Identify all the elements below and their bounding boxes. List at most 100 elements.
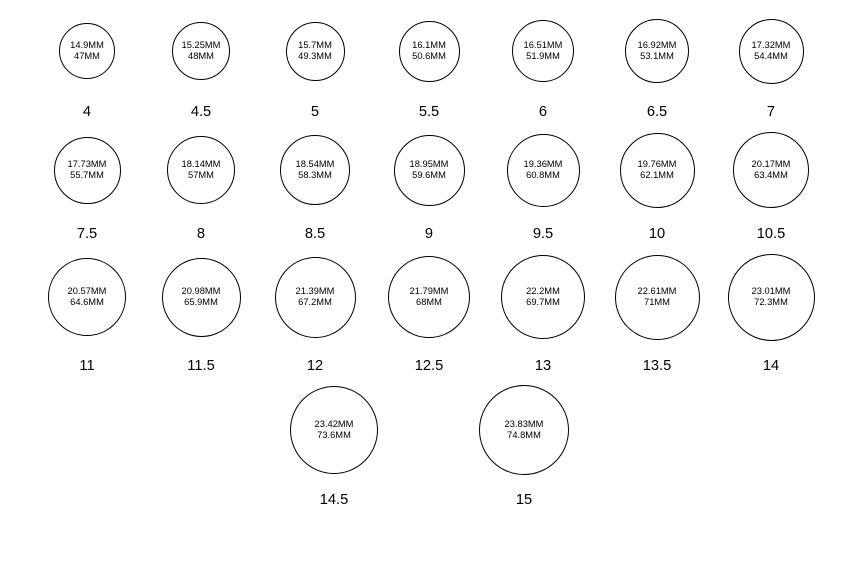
circle-area: 22.2MM69.7MM — [501, 252, 585, 342]
size-label: 7.5 — [77, 226, 97, 242]
circle-area: 23.83MM74.8MM — [479, 384, 569, 476]
ring-circle: 21.79MM68MM — [388, 256, 470, 338]
diameter-label: 16.51MM — [524, 40, 563, 51]
size-label: 10.5 — [757, 226, 786, 242]
size-label: 9.5 — [533, 226, 553, 242]
diameter-label: 21.79MM — [410, 286, 449, 297]
circle-area: 23.42MM73.6MM — [290, 384, 378, 476]
size-label: 9 — [425, 226, 433, 242]
circumference-label: 62.1MM — [640, 170, 674, 181]
diameter-label: 23.01MM — [752, 286, 791, 297]
circumference-label: 59.6MM — [412, 170, 446, 181]
diameter-label: 22.2MM — [526, 286, 560, 297]
size-label: 5 — [311, 104, 319, 120]
ring-circle: 16.51MM51.9MM — [512, 20, 574, 82]
ring-circle: 23.42MM73.6MM — [290, 386, 378, 474]
ring-size-chart: 14.9MM47MM 4 15.25MM48MM 4.5 15.7MM49.3MM 5 16… — [0, 0, 858, 508]
diameter-label: 17.73MM — [68, 159, 107, 170]
chart-row: 20.57MM64.6MM1120.98MM65.9MM11.521.39MM6… — [0, 252, 858, 374]
diameter-label: 15.25MM — [182, 40, 221, 51]
size-cell: 17.73MM55.7MM 7.5 — [30, 130, 144, 242]
ring-circle: 19.36MM60.8MM — [507, 134, 580, 207]
size-cell: 23.01MM72.3MM 14 — [714, 252, 828, 374]
circumference-label: 73.6MM — [317, 430, 351, 441]
circumference-label: 67.2MM — [298, 297, 332, 308]
ring-circle: 14.9MM47MM — [59, 23, 115, 79]
circumference-label: 55.7MM — [70, 170, 104, 181]
circumference-label: 58.3MM — [298, 170, 332, 181]
size-cell: 21.39MM67.2MM 12 — [258, 252, 372, 374]
size-cell: 14.9MM47MM 4 — [30, 14, 144, 120]
circle-area: 20.17MM63.4MM — [733, 130, 809, 210]
circumference-label: 53.1MM — [640, 51, 674, 62]
ring-circle: 15.7MM49.3MM — [286, 22, 345, 81]
circumference-label: 64.6MM — [70, 297, 104, 308]
circumference-label: 74.8MM — [507, 430, 541, 441]
circle-area: 18.14MM57MM — [167, 130, 235, 210]
circumference-label: 63.4MM — [754, 170, 788, 181]
circle-area: 16.92MM53.1MM — [625, 14, 689, 88]
ring-circle: 21.39MM67.2MM — [275, 257, 356, 338]
size-cell: 23.83MM74.8MM 15 — [429, 384, 619, 508]
ring-circle: 22.61MM71MM — [615, 255, 700, 340]
circle-area: 15.25MM48MM — [172, 14, 230, 88]
size-label: 8 — [197, 226, 205, 242]
diameter-label: 20.57MM — [68, 286, 107, 297]
diameter-label: 23.42MM — [315, 419, 354, 430]
circle-area: 14.9MM47MM — [59, 14, 115, 88]
circle-area: 20.98MM65.9MM — [162, 252, 241, 342]
size-label: 15 — [516, 492, 532, 508]
size-cell: 15.7MM49.3MM 5 — [258, 14, 372, 120]
circumference-label: 72.3MM — [754, 297, 788, 308]
diameter-label: 20.98MM — [182, 286, 221, 297]
size-label: 8.5 — [305, 226, 325, 242]
size-label: 5.5 — [419, 104, 439, 120]
ring-circle: 18.54MM58.3MM — [280, 135, 350, 205]
size-cell: 18.54MM58.3MM 8.5 — [258, 130, 372, 242]
size-cell: 19.76MM62.1MM 10 — [600, 130, 714, 242]
circumference-label: 68MM — [416, 297, 442, 308]
circumference-label: 48MM — [188, 51, 214, 62]
ring-circle: 16.1MM50.6MM — [399, 21, 460, 82]
size-cell: 21.79MM68MM12.5 — [372, 252, 486, 374]
size-label: 6 — [539, 104, 547, 120]
circle-area: 18.95MM59.6MM — [394, 130, 465, 210]
size-label: 10 — [649, 226, 665, 242]
ring-circle: 20.98MM65.9MM — [162, 258, 241, 337]
ring-circle: 17.32MM54.4MM — [739, 19, 804, 84]
ring-circle: 19.76MM62.1MM — [620, 133, 695, 208]
circle-area: 23.01MM72.3MM — [728, 252, 815, 342]
ring-circle: 20.17MM63.4MM — [733, 132, 809, 208]
circle-area: 16.1MM50.6MM — [399, 14, 460, 88]
circle-area: 18.54MM58.3MM — [280, 130, 350, 210]
circumference-label: 69.7MM — [526, 297, 560, 308]
size-label: 14.5 — [320, 492, 349, 508]
size-cell: 20.57MM64.6MM11 — [30, 252, 144, 374]
diameter-label: 14.9MM — [70, 40, 104, 51]
size-cell: 20.17MM63.4MM 10.5 — [714, 130, 828, 242]
diameter-label: 21.39MM — [296, 286, 335, 297]
size-label: 4.5 — [191, 104, 211, 120]
ring-circle: 23.01MM72.3MM — [728, 254, 815, 341]
size-cell: 20.98MM65.9MM11.5 — [144, 252, 258, 374]
size-cell: 15.25MM48MM 4.5 — [144, 14, 258, 120]
ring-circle: 23.83MM74.8MM — [479, 385, 569, 475]
circle-area: 19.76MM62.1MM — [620, 130, 695, 210]
diameter-label: 16.1MM — [412, 40, 446, 51]
size-cell: 22.2MM69.7MM13 — [486, 252, 600, 374]
chart-row: 14.9MM47MM 4 15.25MM48MM 4.5 15.7MM49.3MM 5 16… — [0, 14, 858, 120]
diameter-label: 16.92MM — [638, 40, 677, 51]
size-label: 6.5 — [647, 104, 667, 120]
size-label: 4 — [83, 104, 91, 120]
size-label: 13.5 — [643, 358, 672, 374]
diameter-label: 18.14MM — [182, 159, 221, 170]
size-cell: 16.92MM53.1MM 6.5 — [600, 14, 714, 120]
size-label: 12 — [307, 358, 323, 374]
circumference-label: 71MM — [644, 297, 670, 308]
circle-area: 16.51MM51.9MM — [512, 14, 574, 88]
circle-area: 21.39MM67.2MM — [275, 252, 356, 342]
diameter-label: 22.61MM — [638, 286, 677, 297]
size-label: 14 — [763, 358, 779, 374]
size-cell: 17.32MM54.4MM7 — [714, 14, 828, 120]
circle-area: 20.57MM64.6MM — [48, 252, 126, 342]
